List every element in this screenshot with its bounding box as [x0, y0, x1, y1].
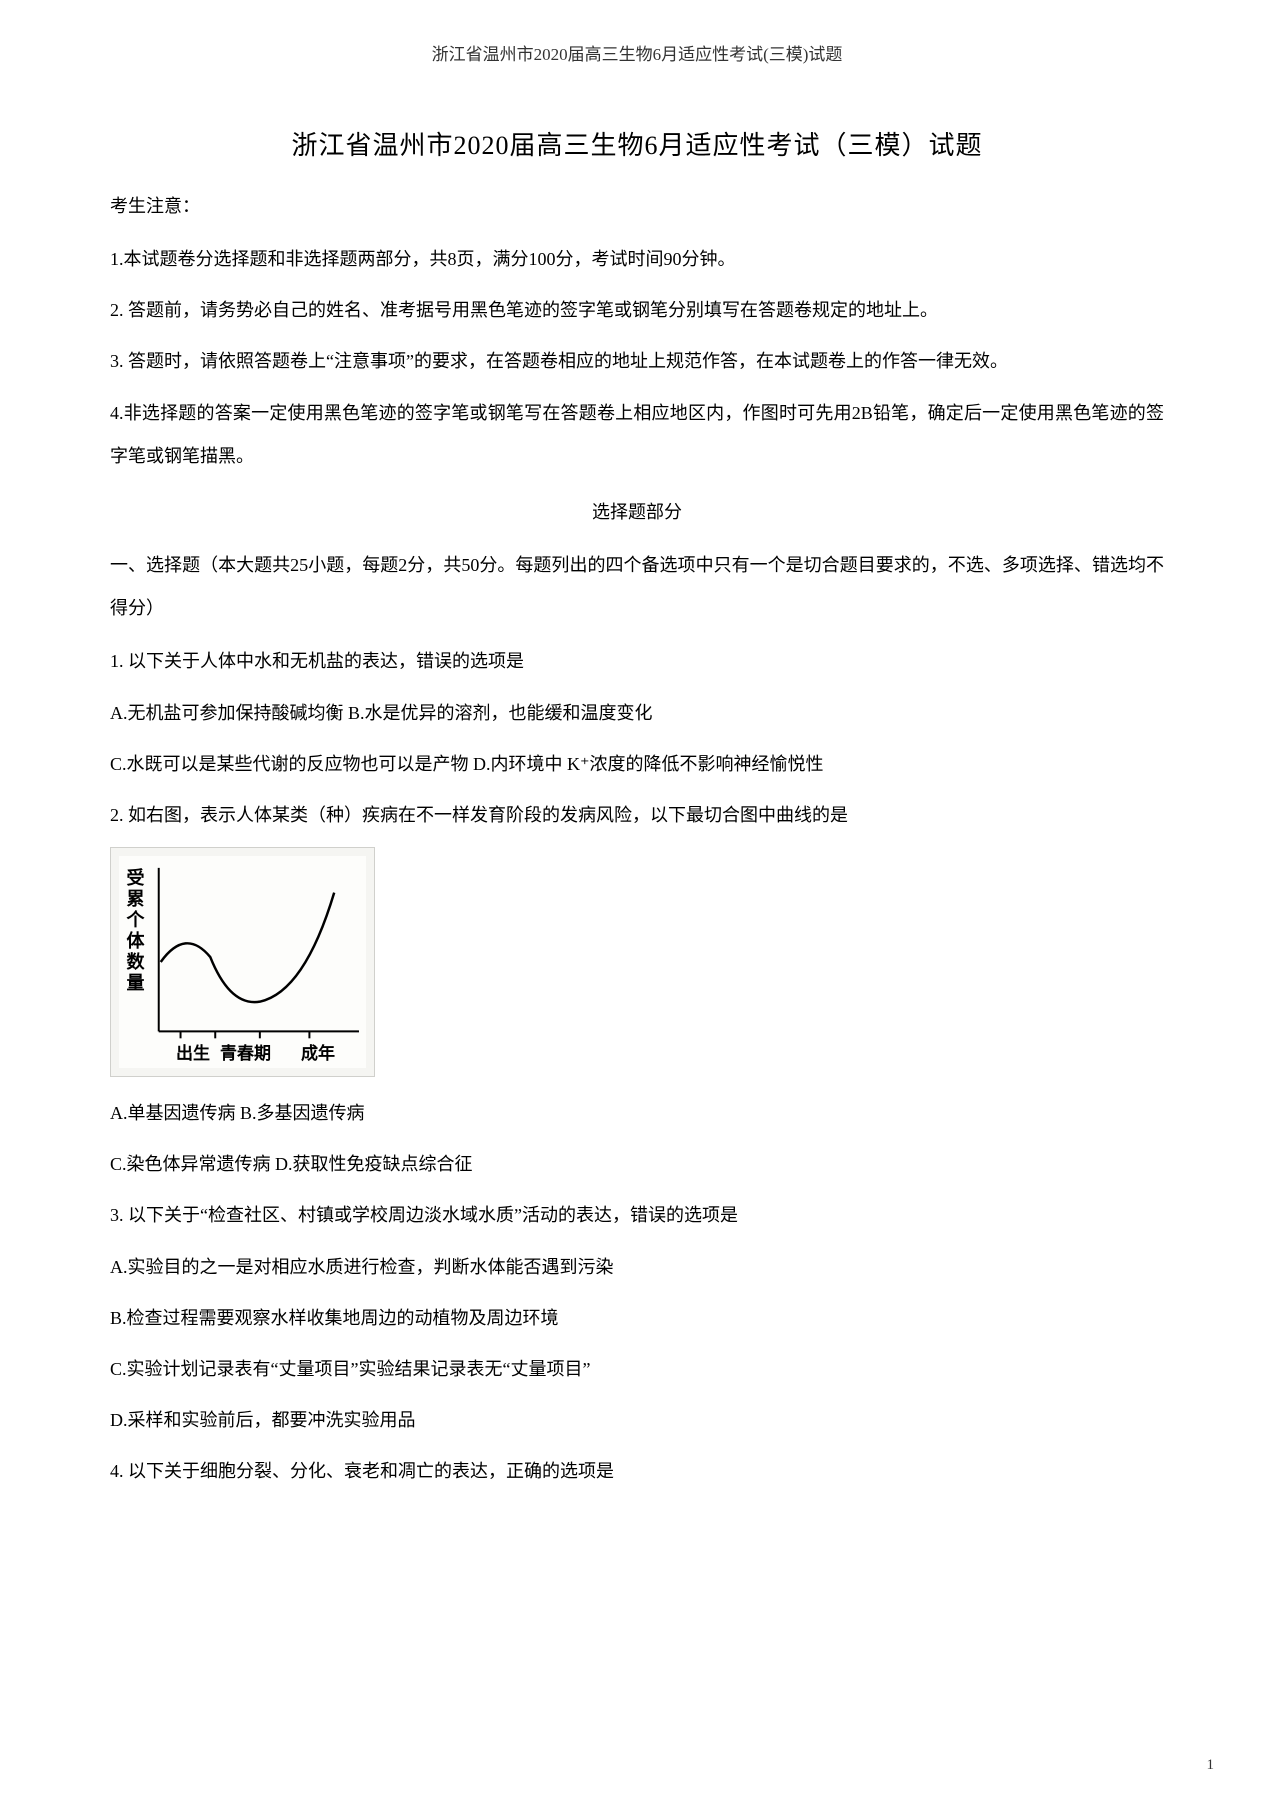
notice-label: 考生注意：	[110, 192, 1164, 218]
question-1-option-cd: C.水既可以是某些代谢的反应物也可以是产物 D.内环境中 K⁺浓度的降低不影响神…	[110, 743, 1164, 786]
chart-curve	[161, 893, 334, 1002]
instruction-4: 4.非选择题的答案一定使用黑色笔迹的签字笔或钢笔写在答题卷上相应地区内，作图时可…	[110, 392, 1164, 478]
chart-x-label-puberty: 青春期	[220, 1039, 271, 1064]
question-2-option-cd: C.染色体异常遗传病 D.获取性免疫缺点综合征	[110, 1143, 1164, 1186]
question-3-option-b: B.检查过程需要观察水样收集地周边的动植物及周边环境	[110, 1297, 1164, 1340]
question-3-option-c: C.实验计划记录表有“丈量项目”实验结果记录表无“丈量项目”	[110, 1348, 1164, 1391]
page-number: 1	[1207, 1757, 1215, 1774]
instruction-3: 3. 答题时，请依照答题卷上“注意事项”的要求，在答题卷相应的地址上规范作答，在…	[110, 340, 1164, 383]
question-3-option-a: A.实验目的之一是对相应水质进行检查，判断水体能否遇到污染	[110, 1246, 1164, 1289]
instruction-2: 2. 答题前，请务势必自己的姓名、准考据号用黑色笔迹的签字笔或钢笔分别填写在答题…	[110, 289, 1164, 332]
chart-x-labels: 出生 青春期 成年	[161, 1039, 364, 1064]
running-header: 浙江省温州市2020届高三生物6月适应性考试(三模)试题	[110, 40, 1164, 65]
question-1-option-ab: A.无机盐可参加保持酸碱均衡 B.水是优异的溶剂，也能缓和温度变化	[110, 692, 1164, 735]
question-3-option-d: D.采样和实验前后，都要冲洗实验用品	[110, 1399, 1164, 1442]
instruction-1: 1.本试题卷分选择题和非选择题两部分，共8页，满分100分，考试时间90分钟。	[110, 238, 1164, 281]
question-1-stem: 1. 以下关于人体中水和无机盐的表达，错误的选项是	[110, 640, 1164, 683]
document-title: 浙江省温州市2020届高三生物6月适应性考试（三模）试题	[110, 125, 1164, 162]
section-intro: 一、选择题（本大题共25小题，每题2分，共50分。每题列出的四个备选项中只有一个…	[110, 544, 1164, 630]
question-2-option-ab: A.单基因遗传病 B.多基因遗传病	[110, 1092, 1164, 1135]
question-4-stem: 4. 以下关于细胞分裂、分化、衰老和凋亡的表达，正确的选项是	[110, 1450, 1164, 1493]
section-header: 选择题部分	[110, 498, 1164, 524]
question-2-stem: 2. 如右图，表示人体某类（种）疾病在不一样发育阶段的发病风险，以下最切合图中曲…	[110, 794, 1164, 837]
question-3-stem: 3. 以下关于“检查社区、村镇或学校周边淡水域水质”活动的表达，错误的选项是	[110, 1194, 1164, 1237]
chart-x-label-birth: 出生	[176, 1039, 210, 1064]
risk-chart: 受累个体数量 出生 青春期 成年	[110, 847, 375, 1077]
chart-x-label-adult: 成年	[301, 1039, 335, 1064]
